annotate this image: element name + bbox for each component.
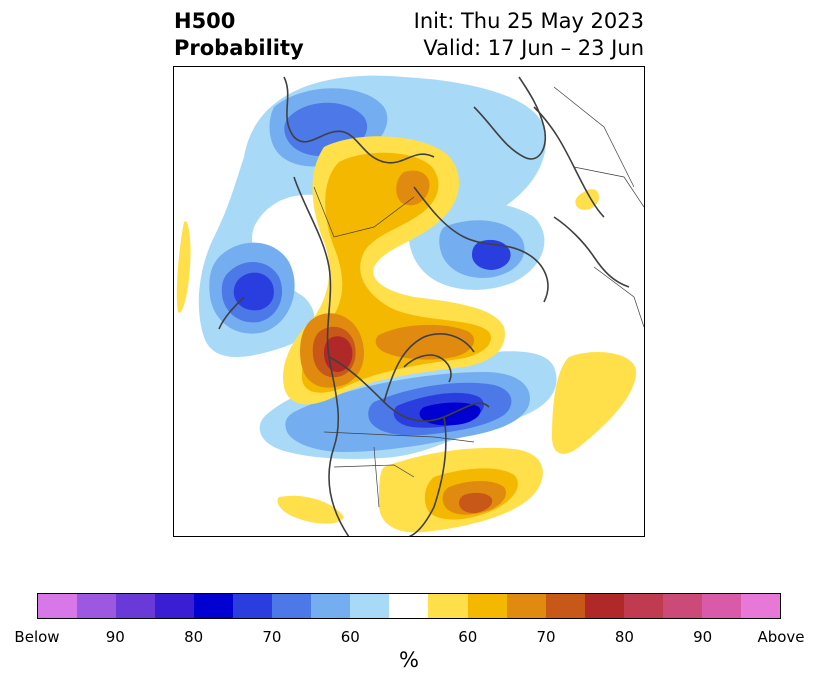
colorbar-segment [194, 594, 234, 618]
valid-date: Valid: 17 Jun – 23 Jun [423, 36, 644, 60]
title-line-1: H500 [174, 9, 236, 33]
colorbar-segment [467, 594, 507, 618]
colorbar-segment [428, 594, 468, 618]
coastlines [218, 76, 630, 536]
colorbar-segment [584, 594, 624, 618]
colorbar-segment [116, 594, 156, 618]
above-60-area-c [552, 352, 636, 454]
colorbar-tick-label: 60 [340, 628, 360, 646]
colorbar-unit-label: % [399, 648, 419, 672]
colorbar-tick-label: 90 [105, 628, 125, 646]
colorbar-segment [740, 594, 780, 618]
colorbar-segment [155, 594, 195, 618]
date-info: Init: Thu 25 May 2023 Valid: 17 Jun – 23… [414, 8, 644, 62]
above-60-area-e [277, 495, 344, 524]
colorbar-segment [701, 594, 741, 618]
map-canvas [176, 75, 644, 536]
probability-map [173, 66, 645, 537]
above-60-area-f [575, 189, 600, 210]
chart-title: H500 Probability [174, 8, 304, 62]
above-60-area-d [176, 221, 191, 313]
colorbar-segment [350, 594, 390, 618]
colorbar-tick-label: 80 [184, 628, 204, 646]
colorbar-segment [233, 594, 273, 618]
colorbar [37, 593, 781, 619]
colorbar-tick-label: 70 [262, 628, 282, 646]
colorbar-segment [389, 594, 429, 618]
colorbar-tick-label: 70 [536, 628, 556, 646]
colorbar-tick-label: Below [14, 628, 60, 646]
colorbar-tick-label: 90 [693, 628, 713, 646]
colorbar-segment [77, 594, 117, 618]
colorbar-tick-label: Above [757, 628, 805, 646]
colorbar-segment [506, 594, 546, 618]
colorbar-segment [662, 594, 702, 618]
init-date: Init: Thu 25 May 2023 [413, 9, 644, 33]
colorbar-segment [272, 594, 312, 618]
colorbar-segment [623, 594, 663, 618]
above-70-area-b [375, 324, 474, 360]
borders [313, 86, 644, 508]
colorbar-tick-label: 60 [458, 628, 478, 646]
colorbar-segment [545, 594, 585, 618]
below-75-area [233, 272, 274, 311]
colorbar-segment [311, 594, 351, 618]
title-line-2: Probability [174, 36, 304, 60]
below-75-area-c [472, 239, 511, 270]
colorbar-segment [38, 594, 78, 618]
above-80-area [324, 336, 353, 372]
above-75-area-b [459, 492, 493, 514]
colorbar-tick-label: 80 [614, 628, 634, 646]
